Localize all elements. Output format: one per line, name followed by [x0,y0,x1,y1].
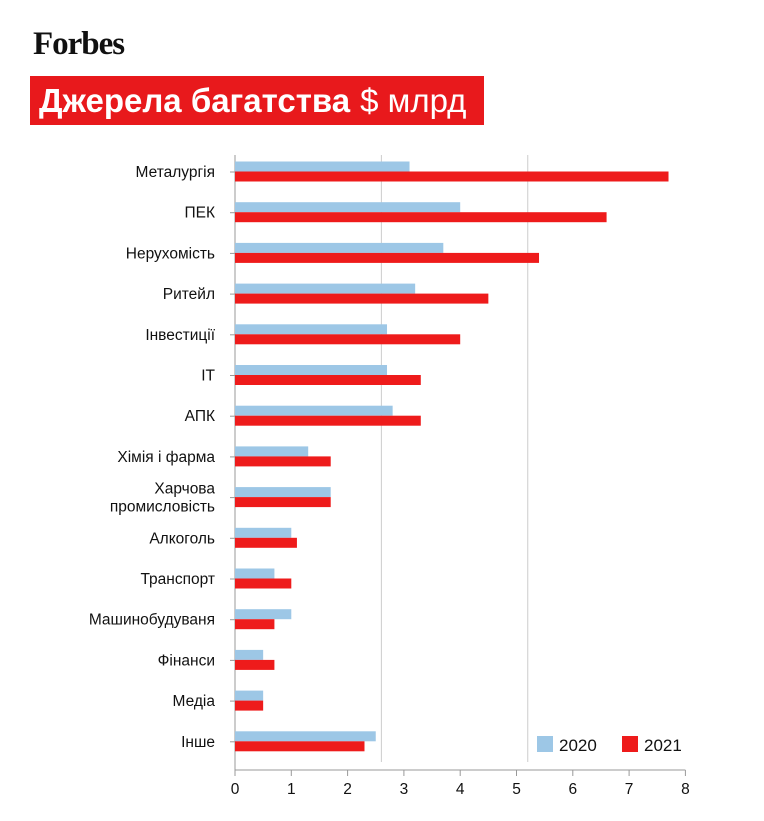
x-tick-label: 7 [625,781,634,798]
legend-swatch-2021 [622,736,638,752]
bar-2020 [235,324,388,335]
category-label: ІТ [201,368,215,385]
bar-2021 [235,659,275,670]
category-label: Нерухомість [126,245,215,262]
bar-2021 [235,619,275,630]
bar-2020 [235,609,292,620]
category-label: ПЕК [184,205,215,222]
bar-2020 [235,649,264,660]
legend-label-2020: 2020 [559,736,597,755]
category-label: Машинобудуваня [89,612,215,629]
bar-2020 [235,405,393,416]
bar-2020 [235,242,444,253]
x-tick-label: 8 [681,781,690,798]
bar-2021 [235,578,292,589]
x-tick-label: 0 [231,781,240,798]
category-label: Хімія і фарма [117,449,215,466]
bar-2021 [235,252,540,263]
category-label: Транспорт [140,571,215,588]
category-label: Металургія [136,164,215,181]
bar-2020 [235,690,264,701]
chart-title-unit: $ млрд [360,82,467,119]
bar-2020 [235,568,275,579]
bar-2021 [235,415,421,426]
bar-2021 [235,741,365,752]
bar-2020 [235,161,410,172]
bar-2020 [235,446,309,457]
category-label: Фінанси [158,652,215,669]
forbes-logo: Forbes [33,26,125,62]
bar-2021 [235,537,297,548]
category-label: Інше [181,734,215,751]
bar-2020 [235,487,331,498]
bar-2021 [235,375,421,385]
bar-2021 [235,334,461,345]
x-tick-label: 6 [568,781,577,798]
category-label: АПК [185,408,215,425]
chart-title-main: Джерела багатства [39,82,351,119]
bar-2021 [235,212,607,223]
category-label: Алкоголь [149,530,215,547]
bar-2020 [235,202,461,213]
category-label: Ритейл [163,286,215,303]
x-tick-label: 4 [456,781,465,798]
x-tick-label: 5 [512,781,521,798]
bar-2021 [235,293,489,304]
x-tick-label: 3 [400,781,409,798]
chart-title: Джерела багатства $ млрд [30,76,485,125]
bar-2020 [235,283,416,294]
x-tick-label: 1 [287,781,296,798]
legend-swatch-2020 [537,736,553,752]
bar-2021 [235,700,264,711]
bar-2020 [235,365,388,375]
bar-2021 [235,456,331,467]
category-label: Інвестиції [145,327,215,344]
bar-2021 [235,497,331,508]
category-label: промисловість [110,499,215,516]
category-label: Медіа [173,693,216,710]
category-label: Харчова [154,481,215,498]
bar-2020 [235,731,376,742]
x-tick-label: 2 [343,781,352,798]
bar-2021 [235,171,669,182]
bar-2020 [235,527,292,538]
legend-label-2021: 2021 [644,736,682,755]
